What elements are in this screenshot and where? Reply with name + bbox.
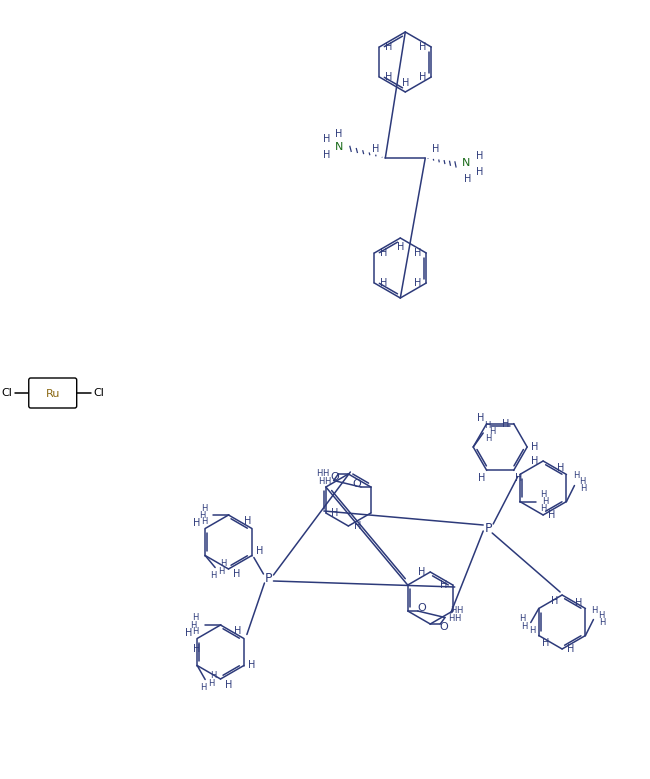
Text: H: H	[185, 629, 193, 639]
Text: H: H	[417, 567, 425, 577]
Text: H: H	[380, 248, 387, 258]
Text: Ru: Ru	[46, 389, 60, 399]
FancyBboxPatch shape	[29, 378, 77, 408]
Text: H: H	[519, 614, 526, 623]
Text: H: H	[194, 519, 201, 528]
Text: H: H	[463, 174, 471, 184]
Text: H: H	[419, 42, 426, 52]
Text: H: H	[432, 144, 439, 154]
Text: H: H	[385, 72, 392, 82]
Text: H: H	[484, 421, 490, 429]
Text: O: O	[417, 603, 426, 613]
Text: H: H	[234, 626, 242, 636]
Text: H: H	[532, 456, 539, 466]
Text: H: H	[332, 508, 339, 518]
Text: H: H	[202, 503, 208, 513]
Text: H: H	[233, 569, 240, 579]
Text: H: H	[454, 614, 460, 623]
Text: H: H	[580, 484, 587, 493]
Text: H: H	[530, 626, 536, 635]
Text: H: H	[478, 474, 486, 484]
Text: H: H	[567, 644, 575, 654]
Text: H: H	[322, 469, 329, 478]
Text: O: O	[352, 479, 361, 489]
Text: H: H	[579, 477, 586, 486]
Text: Cl: Cl	[1, 388, 12, 398]
Text: H: H	[557, 463, 564, 473]
Text: H: H	[573, 471, 580, 480]
Text: H: H	[598, 611, 604, 620]
Text: P: P	[484, 521, 492, 534]
Text: N: N	[462, 158, 471, 168]
Text: P: P	[265, 572, 272, 584]
Text: H: H	[220, 559, 226, 568]
Text: H: H	[322, 150, 330, 160]
Text: H: H	[225, 680, 232, 690]
Text: H: H	[515, 474, 523, 484]
Text: H: H	[532, 442, 539, 452]
Text: H: H	[450, 606, 456, 615]
Text: N: N	[335, 142, 344, 152]
Text: H: H	[190, 621, 197, 629]
Text: H: H	[521, 622, 528, 631]
Text: H: H	[541, 490, 547, 499]
Text: H: H	[502, 418, 510, 428]
Text: H: H	[543, 497, 549, 506]
Text: H: H	[592, 606, 597, 615]
Text: H: H	[318, 477, 325, 486]
Text: H: H	[396, 242, 404, 252]
Text: H: H	[200, 683, 206, 692]
Text: H: H	[210, 571, 216, 580]
Text: H: H	[248, 661, 255, 671]
Text: H: H	[385, 42, 392, 52]
Text: H: H	[372, 144, 379, 154]
Text: H: H	[599, 618, 606, 627]
Text: H: H	[448, 614, 454, 623]
Text: H: H	[575, 598, 582, 608]
Text: H: H	[413, 278, 421, 288]
Text: H: H	[402, 78, 409, 88]
Text: H: H	[551, 596, 559, 606]
Text: H: H	[419, 72, 426, 82]
Text: H: H	[200, 510, 206, 520]
Text: H: H	[317, 469, 323, 478]
Text: H: H	[322, 134, 330, 144]
Text: H: H	[456, 606, 462, 615]
Text: H: H	[549, 510, 556, 520]
Text: H: H	[476, 151, 483, 161]
Text: H: H	[202, 517, 208, 527]
Text: H: H	[477, 413, 484, 423]
Text: H: H	[413, 248, 421, 258]
Text: H: H	[210, 671, 216, 680]
Text: H: H	[476, 167, 483, 177]
Text: H: H	[541, 504, 547, 513]
Text: H: H	[485, 433, 491, 442]
Text: O: O	[440, 622, 448, 632]
Text: H: H	[440, 580, 447, 590]
Text: O: O	[330, 472, 339, 482]
Text: H: H	[542, 637, 549, 647]
Text: H: H	[218, 567, 224, 576]
Text: H: H	[380, 278, 387, 288]
Text: Cl: Cl	[93, 388, 104, 398]
Text: H: H	[208, 679, 214, 688]
Text: H: H	[335, 129, 342, 139]
Text: H: H	[194, 643, 201, 654]
Text: H: H	[324, 477, 331, 486]
Text: H: H	[192, 614, 199, 622]
Text: H: H	[244, 516, 252, 526]
Text: H: H	[489, 426, 495, 435]
Text: H: H	[256, 545, 263, 555]
Text: H: H	[192, 628, 199, 636]
Text: H: H	[354, 521, 361, 531]
